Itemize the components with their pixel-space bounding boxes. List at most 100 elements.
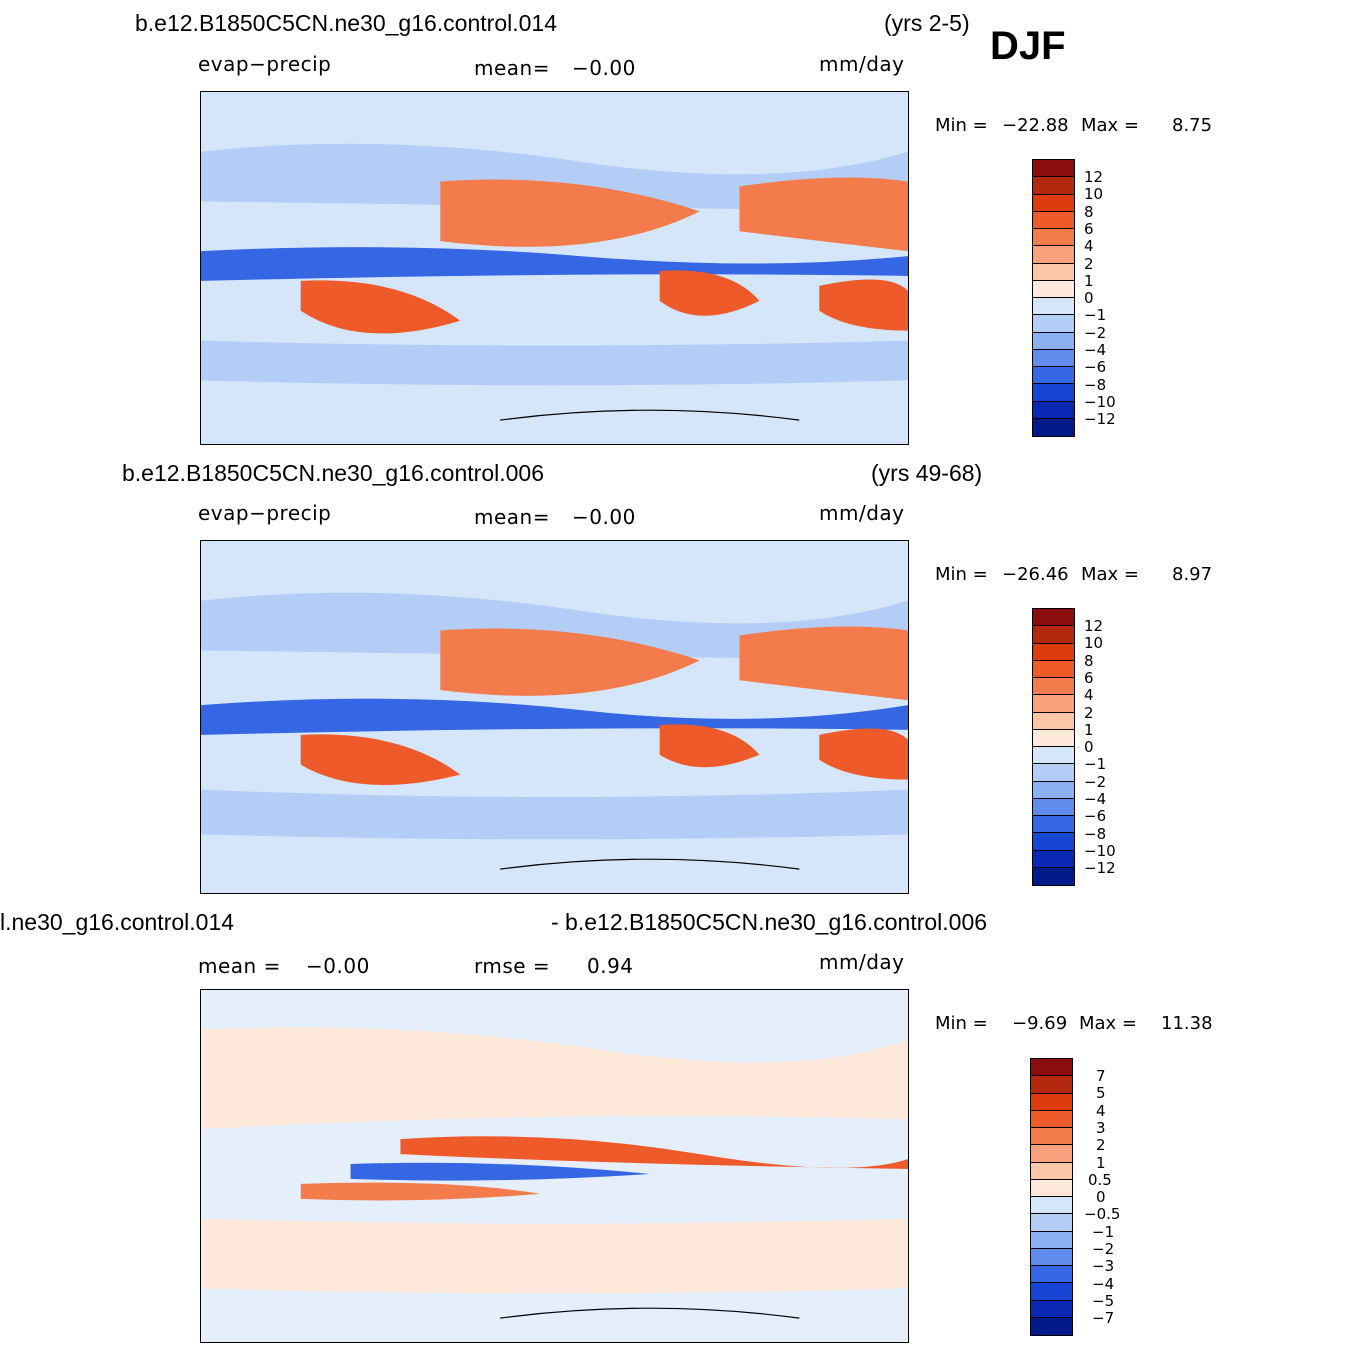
panel2-colorbar-swatch: [1033, 833, 1074, 851]
panel2-years: (yrs 49-68): [871, 460, 983, 486]
colorbar-tick-label: 6: [1084, 668, 1094, 687]
panel2-mean-value: −0.00: [572, 505, 636, 529]
panel1-colorbar-swatch: [1033, 211, 1074, 229]
colorbar-tick-label: −1: [1084, 755, 1107, 774]
panel2-colorbar-swatch: [1033, 678, 1074, 696]
panel3-field: [201, 990, 908, 1342]
panel3-colorbar-swatch: [1031, 1145, 1072, 1163]
colorbar-tick-label: −4: [1084, 341, 1107, 359]
colorbar-tick-label: −6: [1084, 807, 1107, 826]
panel2-mean-label: mean=: [474, 505, 550, 529]
panel2-min-value: −26.46: [1002, 564, 1069, 585]
panel1-colorbar-swatch: [1033, 280, 1074, 298]
colorbar-tick-label: 7: [1096, 1067, 1106, 1085]
panel2-max-value: 8.97: [1172, 564, 1213, 585]
panel1-colorbar-swatch: [1033, 332, 1074, 350]
panel1-colorbar-swatch: [1033, 194, 1074, 212]
panel3-colorbar: [1030, 1058, 1073, 1336]
colorbar-tick-label: 2: [1096, 1136, 1106, 1155]
colorbar-tick-label: −4: [1084, 790, 1107, 808]
panel3-colorbar-swatch: [1031, 1266, 1072, 1284]
panel3-max-label: Max =: [1079, 1013, 1138, 1034]
panel1-colorbar-swatch: [1033, 418, 1074, 436]
panel2-colorbar-swatch: [1033, 798, 1074, 816]
colorbar-tick-label: 2: [1084, 254, 1094, 273]
colorbar-tick-label: −10: [1084, 392, 1116, 411]
panel3-colorbar-swatch: [1031, 1248, 1072, 1266]
panel3-case-left: l.ne30_g16.control.014: [0, 909, 235, 935]
colorbar-tick-label: 0: [1084, 289, 1094, 308]
panel3-colorbar-swatch: [1031, 1300, 1072, 1318]
panel2-colorbar-swatch: [1033, 729, 1074, 747]
panel1-mean-value: −0.00: [572, 56, 636, 80]
panel1-min-label: Min =: [935, 115, 988, 136]
colorbar-tick-label: 8: [1084, 202, 1094, 221]
colorbar-tick-label: −10: [1084, 841, 1116, 860]
panel3-case-right: - b.e12.B1850C5CN.ne30_g16.control.006: [551, 909, 988, 935]
colorbar-tick-label: 5: [1096, 1084, 1106, 1103]
colorbar-tick-label: 0.5: [1088, 1170, 1112, 1189]
panel3-colorbar-swatch: [1031, 1076, 1072, 1094]
colorbar-tick-label: −12: [1084, 859, 1116, 878]
panel2-colorbar-swatch: [1033, 764, 1074, 782]
panel2-colorbar-swatch: [1033, 850, 1074, 868]
panel2-variable: evap−precip: [198, 501, 332, 525]
panel3-colorbar-swatch: [1031, 1197, 1072, 1215]
panel2-colorbar-swatch: [1033, 712, 1074, 730]
panel1-colorbar-swatch: [1033, 384, 1074, 402]
colorbar-tick-label: −5: [1092, 1291, 1115, 1310]
panel2-max-label: Max =: [1081, 564, 1140, 585]
panel3-min-label: Min =: [935, 1013, 988, 1034]
panel1-max-value: 8.75: [1172, 115, 1213, 136]
panel1-min-value: −22.88: [1002, 115, 1069, 136]
colorbar-tick-label: −7: [1092, 1309, 1115, 1328]
panel1-colorbar-swatch: [1033, 263, 1074, 281]
colorbar-tick-label: −3: [1092, 1257, 1115, 1276]
panel1-colorbar-swatch: [1033, 177, 1074, 195]
panel1-variable: evap−precip: [198, 52, 332, 76]
panel1-colorbar-swatch: [1033, 401, 1074, 419]
panel3-colorbar-swatch: [1031, 1179, 1072, 1197]
panel1-years: (yrs 2-5): [884, 10, 970, 36]
panel2-colorbar-swatch: [1033, 643, 1074, 661]
colorbar-tick-label: 4: [1084, 237, 1094, 256]
panel1-case-title: b.e12.B1850C5CN.ne30_g16.control.014: [135, 10, 557, 36]
panel1-mean-label: mean=: [474, 56, 550, 80]
panel1-colorbar-swatch: [1033, 160, 1074, 178]
colorbar-tick-label: −2: [1084, 772, 1107, 791]
colorbar-tick-label: 0: [1084, 738, 1094, 757]
panel2-colorbar-swatch: [1033, 660, 1074, 678]
panel1-colorbar-swatch: [1033, 367, 1074, 385]
panel3-colorbar-swatch: [1031, 1231, 1072, 1249]
colorbar-tick-label: −0.5: [1084, 1205, 1121, 1224]
panel2-colorbar-swatch: [1033, 695, 1074, 713]
panel1-map: [200, 91, 909, 445]
panel3-colorbar-swatch: [1031, 1317, 1072, 1335]
panel2-case-title: b.e12.B1850C5CN.ne30_g16.control.006: [122, 460, 544, 486]
colorbar-tick-label: 6: [1084, 219, 1094, 238]
panel2-colorbar: [1032, 608, 1075, 886]
panel3-rmse-value: 0.94: [587, 954, 634, 978]
panel3-mean-value: −0.00: [306, 954, 370, 978]
panel1-colorbar-swatch: [1033, 246, 1074, 264]
colorbar-tick-label: −1: [1092, 1222, 1115, 1241]
panel2-field: [201, 541, 908, 893]
colorbar-tick-label: 12: [1084, 617, 1104, 635]
panel2-colorbar-swatch: [1033, 781, 1074, 799]
colorbar-tick-label: 1: [1084, 271, 1094, 290]
colorbar-tick-label: −2: [1092, 1240, 1115, 1258]
panel3-colorbar-swatch: [1031, 1162, 1072, 1180]
panel3-rmse-label: rmse =: [474, 954, 551, 978]
colorbar-tick-label: −12: [1084, 410, 1116, 429]
colorbar-tick-label: −4: [1092, 1274, 1115, 1293]
panel1-colorbar-swatch: [1033, 229, 1074, 247]
panel3-colorbar-swatch: [1031, 1128, 1072, 1146]
colorbar-tick-label: 4: [1084, 686, 1094, 705]
panel1-colorbar: [1032, 159, 1075, 437]
panel3-colorbar-swatch: [1031, 1093, 1072, 1111]
season-label: DJF: [990, 24, 1066, 68]
colorbar-tick-label: 8: [1084, 651, 1094, 670]
panel1-colorbar-swatch: [1033, 298, 1074, 316]
panel1-units: mm/day: [819, 52, 905, 76]
colorbar-tick-label: 1: [1096, 1153, 1106, 1172]
